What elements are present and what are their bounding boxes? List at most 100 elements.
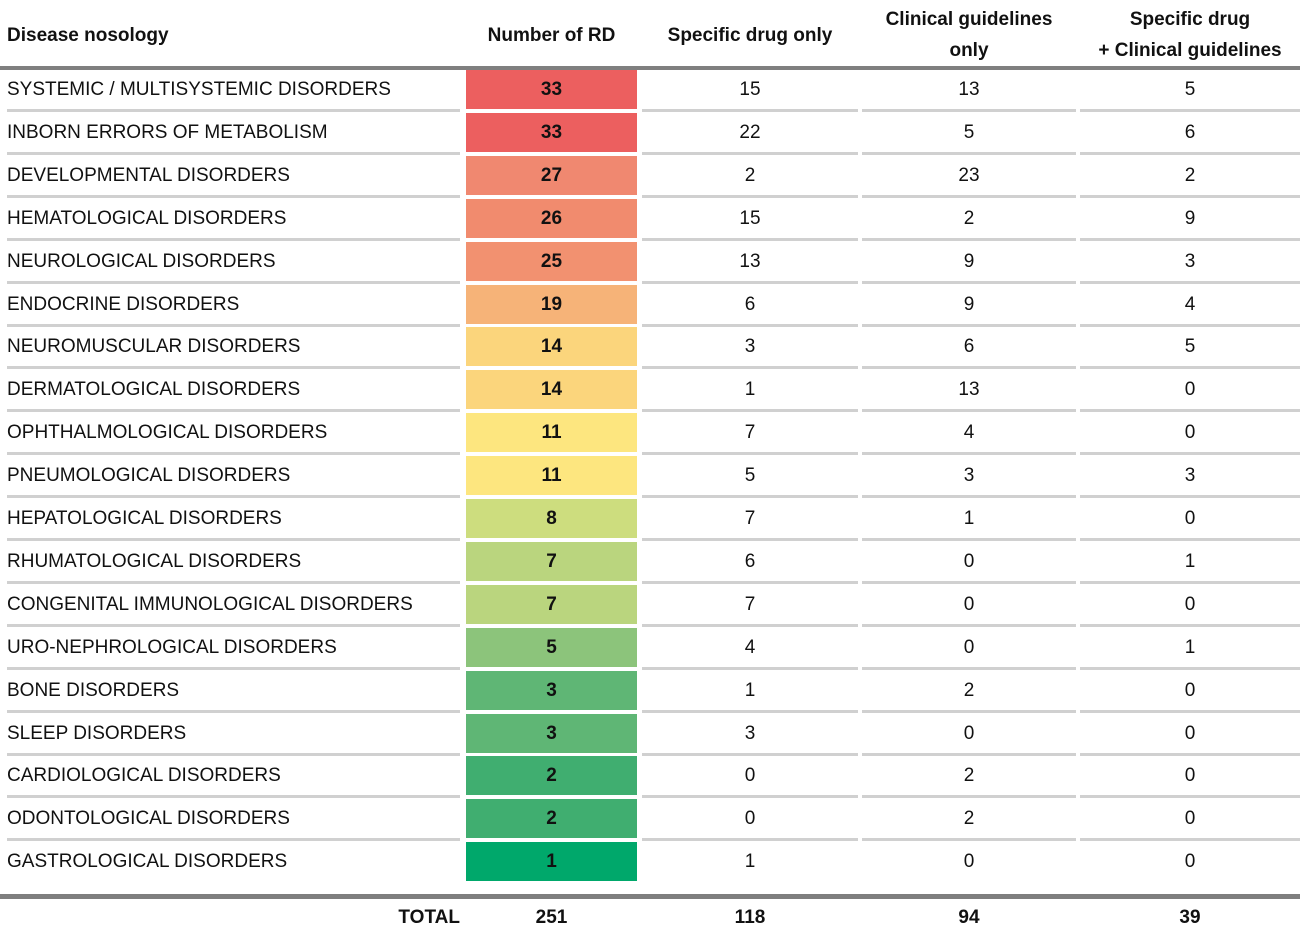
drug-plus-guidelines-count: 0 [1184,679,1196,701]
clinical-guidelines-count: 2 [963,808,975,830]
rd-count-cell: 7 [466,584,637,624]
table-row: RHUMATOLOGICAL DISORDERS 7 6 0 1 [0,541,1300,585]
row-divider [642,151,858,155]
specific-drug-count: 7 [744,422,756,444]
table-row: INBORN ERRORS OF METABOLISM 33 22 5 6 [0,112,1300,156]
row-divider [862,838,1076,842]
drug-plus-guidelines-count: 0 [1184,851,1196,873]
clinical-guidelines-count: 13 [958,79,980,100]
disease-name: ODONTOLOGICAL DISORDERS [7,808,290,830]
specific-drug-count: 1 [744,379,756,401]
row-divider [7,752,460,756]
clinical-guidelines-count: 2 [963,679,975,701]
row-divider [642,838,858,842]
row-divider [862,452,1076,456]
row-divider [642,280,858,284]
drug-plus-guidelines-count: 3 [1184,465,1196,487]
row-divider [642,752,858,756]
row-divider [1080,452,1300,456]
table-row: ENDOCRINE DISORDERS 19 6 9 4 [0,284,1300,328]
rd-count-cell: 14 [466,370,637,410]
row-divider [1080,709,1300,713]
drug-plus-guidelines-count: 0 [1184,379,1196,401]
header-drug-plus-guidelines: Specific drug + Clinical guidelines [1098,9,1282,61]
table-row: DERMATOLOGICAL DISORDERS 14 1 13 0 [0,370,1300,413]
clinical-guidelines-count: 2 [963,207,975,229]
clinical-guidelines-count: 0 [963,722,975,744]
rd-count-cell: 27 [466,155,637,195]
clinical-guidelines-count: 1 [963,508,975,529]
row-divider [1080,280,1300,284]
row-divider [7,666,460,670]
row-divider [7,280,460,284]
table-row: SLEEP DISORDERS 3 3 0 0 [0,713,1300,757]
row-divider [7,709,460,713]
row-divider [862,194,1076,198]
specific-drug-count: 13 [739,250,761,272]
total-drug-plus-guidelines: 39 [1179,907,1201,928]
specific-drug-count: 15 [739,79,761,100]
rd-count-cell: 8 [466,499,637,538]
disease-name: SYSTEMIC / MULTISYSTEMIC DISORDERS [7,79,391,100]
header-number-of-rd: Number of RD [487,25,616,46]
row-divider [862,109,1076,112]
specific-drug-count: 3 [744,336,756,358]
row-divider [1080,109,1300,112]
clinical-guidelines-count: 2 [963,765,975,787]
table-row: CONGENITAL IMMUNOLOGICAL DISORDERS 7 7 0 0 [0,584,1300,628]
row-divider [642,580,858,584]
disease-name: GASTROLOGICAL DISORDERS [7,851,288,873]
table-row: NEUROMUSCULAR DISORDERS 14 3 6 5 [0,327,1300,370]
row-divider [1080,151,1300,155]
row-divider [642,709,858,713]
rd-count-cell: 33 [466,112,637,152]
drug-plus-guidelines-count: 3 [1184,250,1196,272]
specific-drug-count: 1 [744,851,756,873]
total-divider [0,894,1300,899]
rd-count-cell: 11 [466,413,637,453]
row-divider [1080,194,1300,198]
row-divider [642,623,858,627]
disease-name: HEMATOLOGICAL DISORDERS [7,207,287,229]
rd-count-cell: 3 [466,670,637,710]
disease-name: BONE DISORDERS [7,679,180,701]
clinical-guidelines-count: 13 [958,379,980,401]
row-divider [862,623,1076,627]
row-divider [1080,752,1300,756]
specific-drug-count: 1 [744,679,756,701]
clinical-guidelines-count: 6 [963,336,975,358]
row-divider [1080,495,1300,499]
rd-count-cell: 7 [466,541,637,581]
specific-drug-count: 0 [744,808,756,830]
drug-plus-guidelines-count: 0 [1184,593,1196,615]
disease-name: ENDOCRINE DISORDERS [7,293,240,315]
row-divider [862,709,1076,713]
row-divider [7,151,460,155]
drug-plus-guidelines-count: 9 [1184,207,1196,229]
row-divider [862,151,1076,155]
drug-plus-guidelines-count: 1 [1184,550,1196,572]
row-divider [642,495,858,499]
disease-name: URO-NEPHROLOGICAL DISORDERS [7,636,337,658]
rd-count-cell: 26 [466,198,637,238]
row-divider [862,323,1076,327]
drug-plus-guidelines-count: 5 [1184,336,1196,358]
rd-count-cell: 1 [466,842,637,882]
row-divider [862,366,1076,370]
row-divider [1080,237,1300,241]
disease-name: INBORN ERRORS OF METABOLISM [7,121,328,143]
row-divider [7,795,460,799]
clinical-guidelines-count: 5 [963,121,975,143]
disease-name: DERMATOLOGICAL DISORDERS [7,379,301,401]
row-divider [642,538,858,541]
row-divider [862,280,1076,284]
disease-name: CONGENITAL IMMUNOLOGICAL DISORDERS [7,593,413,615]
disease-name: HEPATOLOGICAL DISORDERS [7,508,282,529]
row-divider [7,323,460,327]
row-divider [7,623,460,627]
row-divider [862,752,1076,756]
header-clinical-guidelines-only: Clinical guidelines only [885,9,1053,61]
row-divider [642,666,858,670]
table-row: OPHTHALMOLOGICAL DISORDERS 11 7 4 0 [0,413,1300,456]
row-divider [7,495,460,499]
